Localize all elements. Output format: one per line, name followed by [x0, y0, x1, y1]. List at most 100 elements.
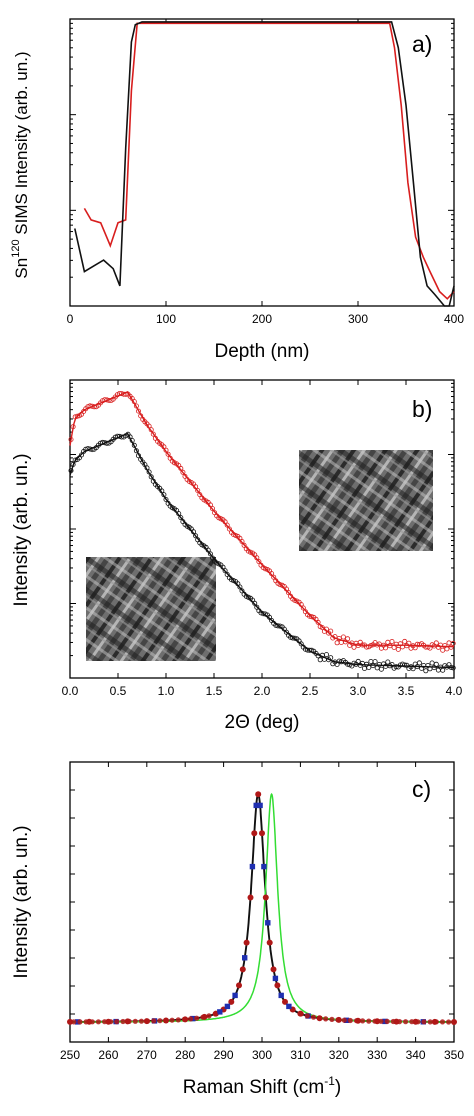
panel-c-darkred-point	[433, 1019, 439, 1025]
panel-a-y-ticks	[70, 22, 454, 307]
panel-c-darkred-point	[212, 1011, 218, 1017]
panel-c-x-ticks: 250 260 270 280 290 300 310 320 330 340 350	[60, 762, 464, 1062]
panel-c-darkred-point	[282, 998, 288, 1005]
panel-c-darkred-point	[251, 830, 258, 837]
panel-b-red-point	[262, 566, 268, 572]
panel-c-darkred-point	[274, 982, 281, 989]
panel-b-black-point	[361, 666, 367, 672]
panel-c-darkred-point	[259, 830, 265, 837]
panel-b-red-point	[91, 404, 97, 410]
panel-c-darkred-point	[89, 1019, 95, 1025]
panel-b-red-point	[368, 643, 374, 649]
panel-c-x-tick-label: 260	[98, 1048, 118, 1062]
panel-c-darkred-point	[409, 1019, 415, 1025]
panel-c-darkred-point	[132, 1018, 138, 1024]
panel-b-x-tick-label: 0.5	[110, 684, 127, 698]
panel-b-red-point	[74, 413, 80, 419]
panel-b-x-tick-label: 0.0	[62, 684, 79, 698]
panel-b-black-point	[429, 660, 435, 666]
panel-c-darkred-point	[427, 1019, 433, 1025]
panel-b-black-point	[79, 452, 85, 458]
panel-b-black-point	[252, 600, 258, 606]
panel-b-black-point	[277, 623, 283, 629]
panel-b-black-point	[220, 564, 226, 570]
panel-b-red-point	[378, 645, 384, 651]
afm-image-inset-left	[86, 557, 216, 661]
panel-b-x-axis-label: 2Θ (deg)	[225, 712, 300, 733]
panel-c-darkred-point	[247, 894, 254, 901]
panel-c-darkred-point	[304, 1013, 310, 1019]
panel-c-darkred-point	[353, 1018, 360, 1024]
panel-c-darkred-point	[317, 1015, 323, 1021]
panel-b-red-point	[241, 542, 247, 548]
panel-b-y-axis-label: Intensity (arb. un.)	[11, 453, 32, 606]
panel-c-blue-point	[224, 1003, 231, 1010]
panel-b-x-label-rest: (deg)	[250, 712, 300, 733]
panel-b-x-tick-label: 1.5	[206, 684, 223, 698]
panel-c-x-label-sup: -1	[324, 1074, 335, 1088]
panel-c-x-tick-label: 300	[252, 1048, 272, 1062]
panel-c-darkred-point	[163, 1017, 169, 1024]
panel-b-black-point	[254, 604, 260, 610]
panel-b-black-point	[355, 658, 361, 664]
panel-b-black-point	[222, 568, 228, 574]
panel-c-blue-point	[249, 863, 256, 870]
panel-b-x-tick-label: 4.0	[446, 684, 463, 698]
panel-b-black-point	[144, 465, 150, 471]
panel-b-red-point	[364, 644, 370, 650]
panel-b-black-point	[237, 584, 243, 590]
panel-c-darkred-point	[194, 1015, 200, 1021]
panel-c-darkred-point	[335, 1017, 341, 1023]
panel-c-darkred-point	[71, 1019, 77, 1025]
panel-c-darkred-point	[77, 1019, 83, 1025]
panel-c-darkred-point	[239, 966, 246, 973]
panel-b-red-point	[70, 424, 76, 430]
panel-c-darkred-point	[169, 1017, 175, 1023]
panel-c-darkred-point	[403, 1019, 409, 1025]
panel-c-darkred-point	[126, 1018, 132, 1024]
panel-b-red-point	[328, 628, 334, 634]
panel-b-black-point	[378, 666, 384, 672]
panel-b-black-point	[205, 547, 211, 553]
panel-c-darkred-point	[262, 894, 269, 901]
panel-b-red-point	[334, 640, 340, 646]
panel-c-darkred-point	[255, 791, 262, 798]
panel-b-black-point	[435, 667, 441, 673]
panel-b-red-point	[399, 644, 405, 650]
panel-c-blue-point	[217, 1009, 223, 1015]
panel-c-darkred-point	[390, 1018, 396, 1025]
panel-c-darkred-point	[188, 1016, 194, 1022]
panel-c-darkred-point	[451, 1019, 457, 1025]
panel-b-red-fit-line	[69, 391, 454, 648]
panel-b-black-point	[323, 652, 329, 658]
panel-b-black-point	[190, 529, 196, 535]
panel-b-black-point	[178, 515, 184, 521]
panel-a-x-ticks: 0 100 200 300 400	[67, 19, 464, 326]
panel-b-black-point	[370, 663, 376, 669]
panel-b-red-point	[163, 447, 169, 453]
panel-b-x-tick-label: 1.0	[158, 684, 175, 698]
panel-b-red-point	[323, 626, 329, 632]
panel-b-black-point	[129, 437, 135, 443]
panel-b-black-point	[292, 635, 298, 641]
panel-b-x-tick-label: 3.5	[398, 684, 415, 698]
panel-b-black-point	[440, 667, 446, 673]
panel-c-darkred-point	[181, 1016, 187, 1023]
panel-b-red-point	[254, 555, 260, 561]
afm-image-inset-right	[299, 450, 433, 551]
panel-c-x-tick-label: 270	[137, 1048, 157, 1062]
panel-c-blue-point	[232, 992, 238, 999]
panel-a-series	[74, 21, 455, 307]
panel-b-black-point	[68, 468, 74, 474]
panel-c-y-ticks	[70, 761, 454, 1043]
panel-b-black-point	[366, 665, 372, 671]
panel-b-red-point	[298, 602, 304, 608]
panel-a-x-tick-label: 0	[67, 312, 74, 326]
panel-b-red-point	[412, 645, 418, 651]
panel-c-blue-point	[242, 955, 248, 961]
panel-b-black-point	[161, 492, 167, 498]
panel-c-darkred-point	[266, 939, 273, 946]
panel-b-black-point	[423, 668, 429, 674]
panel-b-black-point	[163, 496, 169, 502]
panel-c-darkred-point	[151, 1018, 157, 1024]
